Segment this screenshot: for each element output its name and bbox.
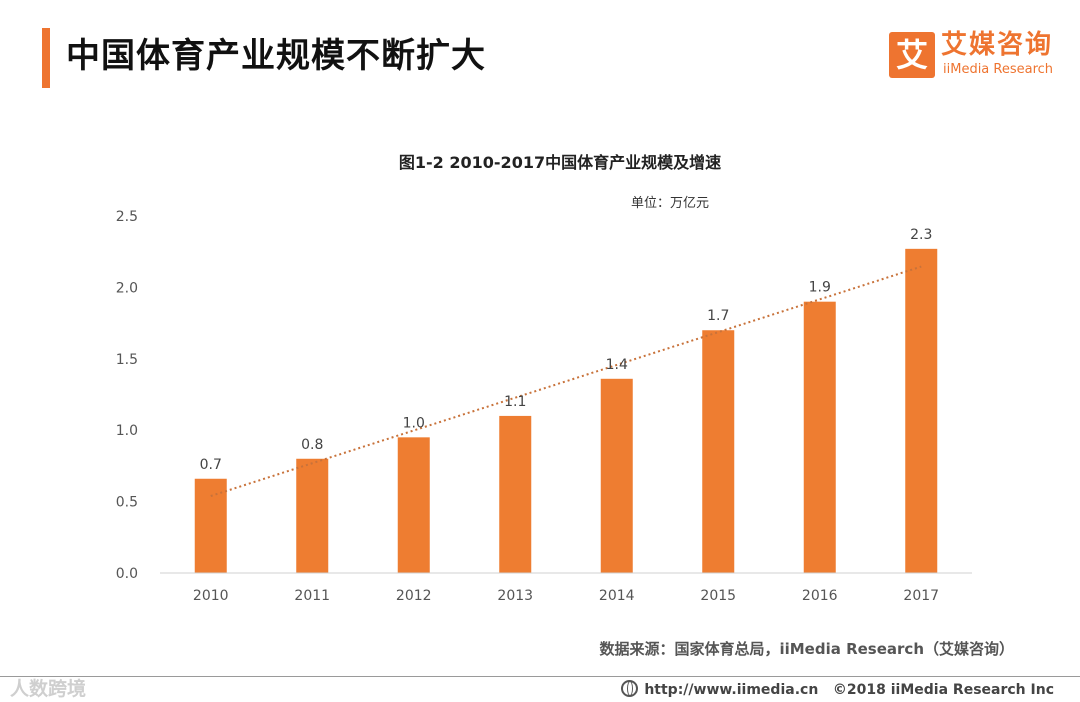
logo-mark-icon: 艾 — [889, 32, 935, 78]
x-tick-label: 2016 — [802, 588, 838, 604]
bar — [905, 248, 938, 573]
bar — [296, 458, 329, 573]
y-axis: 0.0 0.5 1.0 1.5 2.0 2.5 — [116, 209, 138, 582]
chart-unit-label: 单位：万亿元 — [631, 196, 709, 211]
x-tick-label: 2015 — [700, 588, 736, 604]
chart-title: 图1-2 2010-2017中国体育产业规模及增速 — [399, 153, 721, 172]
logo-name-en: iiMedia Research — [943, 62, 1054, 77]
bars — [194, 248, 938, 573]
data-source: 数据来源：国家体育总局，iiMedia Research（艾媒咨询） — [599, 640, 1014, 658]
x-tick-label: 2013 — [497, 588, 533, 604]
y-tick-label: 0.5 — [116, 495, 138, 511]
bar — [194, 478, 227, 573]
data-label: 1.1 — [504, 394, 526, 410]
data-label: 0.7 — [200, 457, 222, 473]
x-tick-label: 2011 — [294, 588, 330, 604]
bar — [600, 378, 633, 573]
bar — [499, 415, 532, 573]
bar-chart: 图1-2 2010-2017中国体育产业规模及增速 单位：万亿元 0.0 0.5 1… — [116, 153, 972, 604]
bar — [397, 437, 430, 573]
data-label: 1.9 — [809, 280, 831, 296]
y-tick-label: 1.5 — [116, 352, 138, 368]
brand-logo[interactable]: 艾 艾媒咨询 iiMedia Research — [889, 30, 1069, 82]
footer-copyright: ©2018 iiMedia Research Inc — [832, 682, 1054, 698]
data-label: 1.4 — [606, 357, 628, 373]
x-tick-label: 2017 — [903, 588, 939, 604]
data-label: 2.3 — [910, 227, 932, 243]
data-label: 1.7 — [707, 308, 729, 324]
data-label: 0.8 — [301, 437, 323, 453]
page-title: 中国体育产业规模不断扩大 — [66, 36, 486, 76]
bar — [702, 330, 735, 573]
data-labels: 0.7 0.8 1.0 1.1 1.4 1.7 1.9 2.3 — [200, 227, 933, 473]
x-tick-label: 2012 — [396, 588, 432, 604]
y-tick-label: 0.0 — [116, 566, 138, 582]
logo-name-cn: 艾媒咨询 — [941, 30, 1054, 60]
title-accent-bar — [42, 28, 50, 88]
y-tick-label: 2.5 — [116, 209, 138, 225]
data-label: 1.0 — [403, 415, 425, 431]
x-tick-label: 2010 — [193, 588, 229, 604]
bar — [803, 301, 836, 573]
y-tick-label: 1.0 — [116, 423, 138, 439]
x-tick-label: 2014 — [599, 588, 635, 604]
x-axis: 2010 2011 2012 2013 2014 2015 2016 2017 — [160, 572, 972, 604]
footer-info: http://www.iimedia.cn ©2018 iiMedia Rese… — [621, 680, 1054, 698]
watermark-text: 人数跨境 — [10, 678, 87, 700]
y-tick-label: 2.0 — [116, 280, 138, 296]
footer-url[interactable]: http://www.iimedia.cn — [644, 682, 819, 698]
footer-divider — [0, 676, 1080, 677]
globe-icon — [621, 680, 639, 697]
